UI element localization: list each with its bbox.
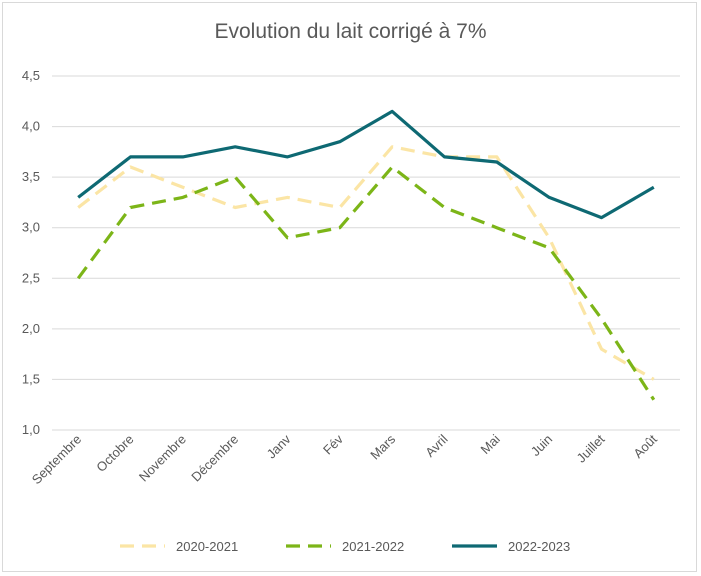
legend-label-2020-2021: 2020-2021 [176, 539, 238, 554]
x-tick-label: Mai [478, 431, 503, 456]
x-tick-label: Septembre [29, 432, 85, 488]
y-tick-label: 1,0 [22, 422, 40, 437]
x-tick-label: Octobre [93, 432, 136, 475]
series-line-2020-2021 [77, 145, 655, 381]
y-tick-label: 4,5 [22, 68, 40, 83]
x-tick-label: Août [630, 431, 660, 461]
x-tick-label: Décembre [188, 432, 241, 485]
legend-label-2022-2023: 2022-2023 [508, 539, 570, 554]
x-tick-label: Novembre [136, 432, 189, 485]
series-line-2022-2023 [77, 109, 655, 220]
chart-title: Evolution du lait corrigé à 7% [214, 20, 487, 43]
x-tick-label: Avril [422, 431, 450, 459]
y-tick-label: 4,0 [22, 119, 40, 134]
series-line-2021-2022 [76, 165, 656, 401]
x-tick-label: Juin [528, 432, 555, 459]
y-tick-label: 1,5 [22, 371, 40, 386]
x-tick-label: Janv [264, 431, 294, 461]
y-tick-label: 2,0 [22, 321, 40, 336]
x-tick-label: Fév [320, 431, 346, 457]
y-tick-label: 3,5 [22, 169, 40, 184]
x-tick-label: Mars [367, 431, 398, 462]
x-tick-label: Juillet [574, 431, 608, 465]
y-tick-label: 3,0 [22, 220, 40, 235]
legend-label-2021-2022: 2021-2022 [342, 539, 404, 554]
y-tick-label: 2,5 [22, 270, 40, 285]
